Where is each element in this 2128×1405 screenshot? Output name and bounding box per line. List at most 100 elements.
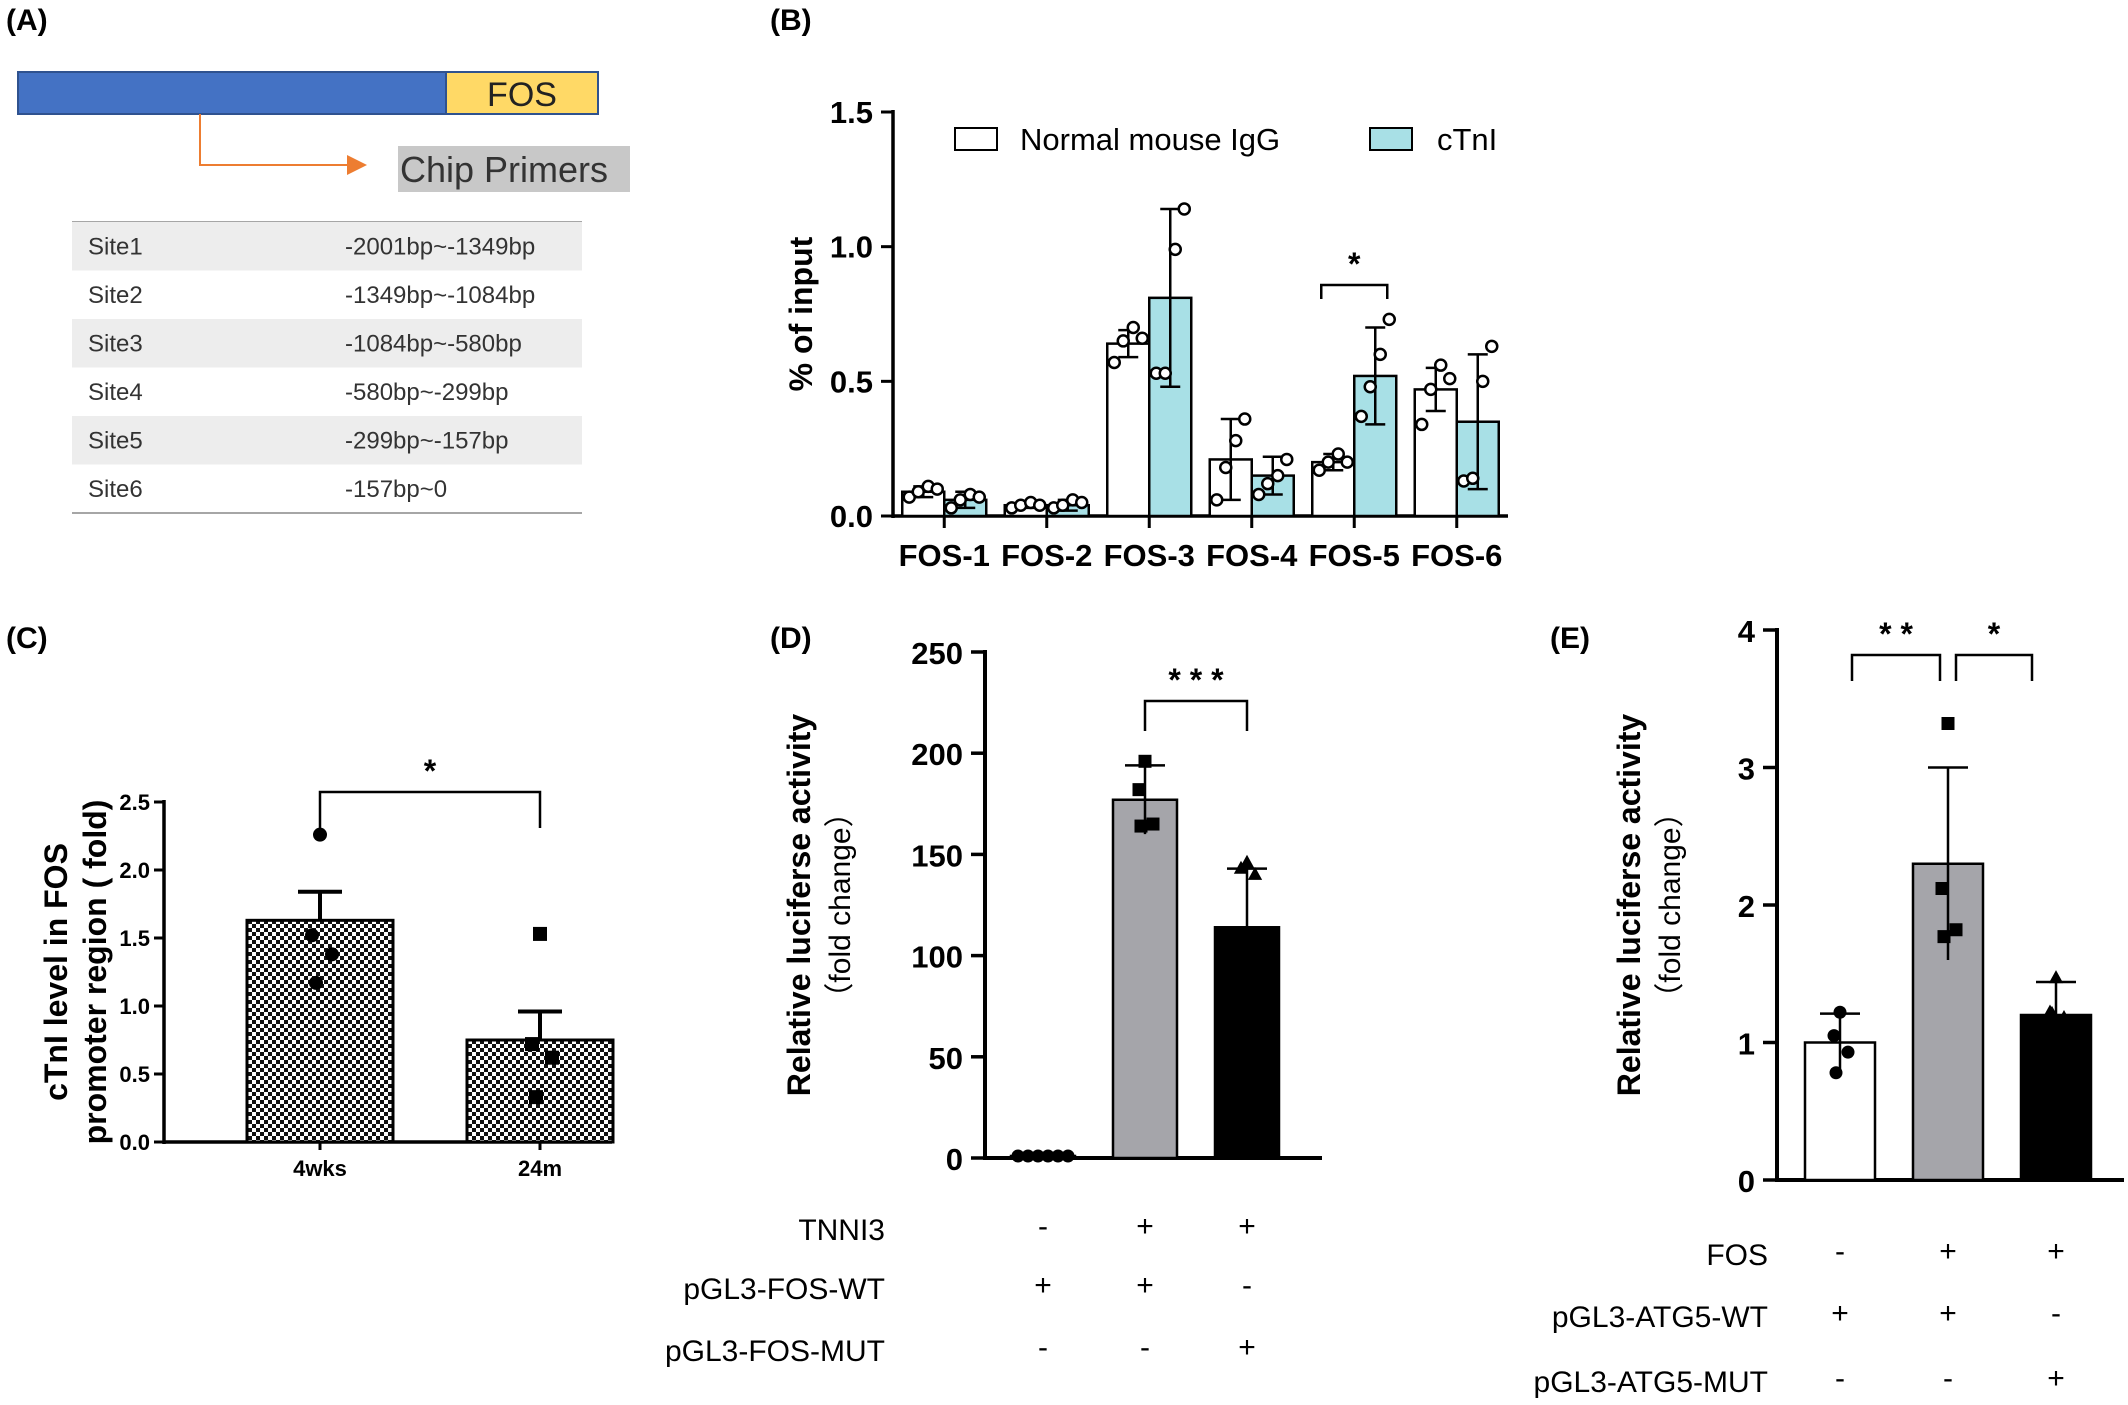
- data-point: [1075, 495, 1089, 510]
- condition-sign: +: [1831, 1297, 1849, 1330]
- data-point: [1116, 334, 1130, 348]
- y-tick-label: 0.0: [830, 499, 873, 534]
- data-point: [525, 1037, 539, 1052]
- panel-a-schematic: FOS Chip Primers Site1 -2001bp~-1349bpSit…: [17, 71, 630, 514]
- sig-e2-bracket: [1954, 653, 2034, 681]
- data-point: [1138, 754, 1152, 768]
- y-tick-label: 0: [946, 1142, 963, 1177]
- data-point: [533, 926, 547, 941]
- data-point: [930, 482, 944, 496]
- data-point: [1252, 487, 1266, 502]
- data-point: [325, 947, 339, 962]
- table-range-2: -1349bp~-1084bp: [345, 282, 535, 309]
- sig-b-label: *: [1348, 246, 1361, 282]
- condition-sign: -: [2051, 1297, 2061, 1330]
- primer-site-table: Site1 -2001bp~-1349bp Site2 -1349bp~-1084bp…: [72, 221, 582, 514]
- legend-label-igg: Normal mouse IgG: [1020, 122, 1280, 157]
- data-point: [1434, 358, 1448, 372]
- condition-sign: +: [1939, 1235, 1957, 1268]
- data-point: [1126, 320, 1140, 335]
- condition-sign: +: [1939, 1297, 1957, 1330]
- x-tick-label-FOS-2: FOS-2: [1001, 538, 1092, 573]
- y-axis-label-line2: （fold change）: [824, 797, 857, 1012]
- y-tick-label: 2.5: [119, 790, 150, 815]
- gene-bar: [445, 71, 599, 115]
- data-point: [1373, 347, 1387, 362]
- data-point: [1280, 452, 1294, 467]
- condition-sign: -: [1242, 1269, 1252, 1302]
- data-point: [1041, 1149, 1055, 1163]
- y-tick-label: 0: [1738, 1164, 1755, 1199]
- primer-arrow: [199, 114, 367, 175]
- panel-label-a: (A): [6, 4, 48, 37]
- data-point: [1021, 1149, 1035, 1163]
- y-axis-label-line1: Relative luciferse activity: [781, 714, 817, 1097]
- condition-label-TNNI3: TNNI3: [798, 1214, 885, 1247]
- condition-sign: +: [1136, 1269, 1154, 1302]
- panel-label-e: (E): [1550, 622, 1590, 655]
- x-tick-label-FOS-4: FOS-4: [1206, 538, 1298, 573]
- promoter-bar: [17, 71, 447, 115]
- x-tick-label-FOS-5: FOS-5: [1309, 538, 1400, 573]
- table-site-1: Site1: [88, 233, 143, 260]
- y-axis-label-line1: Relative luciferse activity: [1611, 714, 1647, 1097]
- sig-d-bracket: [1143, 699, 1249, 731]
- data-point: [1238, 412, 1252, 426]
- data-point: [1168, 242, 1182, 257]
- data-point: [529, 1090, 543, 1105]
- data-point: [313, 827, 327, 842]
- data-point: [2044, 1005, 2060, 1019]
- data-point: [1466, 471, 1480, 486]
- data-point: [1051, 1149, 1065, 1163]
- data-point: [1363, 379, 1377, 394]
- y-tick-label: 2.0: [119, 858, 150, 883]
- condition-sign: +: [2047, 1235, 2065, 1268]
- table-range-6: -157bp~0: [345, 476, 447, 503]
- data-point: [1107, 355, 1121, 370]
- y-tick-label: 2: [1738, 889, 1755, 924]
- data-point: [1443, 371, 1457, 386]
- condition-label-pGL3-FOS-MUT: pGL3-FOS-MUT: [665, 1335, 885, 1368]
- y-axis-label: % of input: [783, 236, 819, 391]
- condition-sign: +: [1238, 1210, 1256, 1243]
- data-point: [1415, 417, 1429, 432]
- data-point: [953, 493, 967, 507]
- condition-sign: +: [1238, 1331, 1256, 1364]
- data-point: [1135, 331, 1149, 345]
- chart-d: 0 50 100 150 200 250 Relative luciferse activi…: [665, 636, 1322, 1368]
- data-point: [1033, 498, 1047, 512]
- x-tick-label-FOS-6: FOS-6: [1411, 538, 1502, 573]
- chart-b: 0.0 0.5 1.0 1.5 % of input FOS-1 FOS-2 FOS-3 FOS…: [783, 95, 1508, 573]
- data-point: [972, 490, 986, 504]
- data-point: [1340, 455, 1354, 469]
- x-tick-label-24m: 24m: [518, 1156, 562, 1181]
- data-point: [1233, 860, 1249, 874]
- data-point: [1949, 923, 1963, 937]
- data-point: [1833, 1005, 1847, 1019]
- condition-sign: -: [1038, 1331, 1048, 1364]
- data-point: [1239, 854, 1255, 868]
- table-row-bg: [72, 416, 582, 465]
- sig-c-label: *: [424, 753, 437, 789]
- table-site-4: Site4: [88, 379, 143, 406]
- sig-d-label: * * *: [1168, 662, 1224, 698]
- y-tick-label: 0.5: [830, 364, 873, 399]
- data-point: [1031, 1149, 1045, 1163]
- y-tick-label: 0.5: [119, 1062, 150, 1087]
- sig-e1-label: * *: [1879, 616, 1913, 652]
- x-tick-label-FOS-1: FOS-1: [899, 538, 990, 573]
- table-site-3: Site3: [88, 330, 143, 357]
- data-point: [1312, 463, 1326, 477]
- bar-4wks: [245, 918, 395, 1144]
- data-point: [1158, 366, 1172, 381]
- y-axis-label-line1: cTnI level in FOS: [38, 843, 74, 1101]
- sig-e2-label: *: [1988, 616, 2001, 652]
- condition-sign: +: [1034, 1269, 1052, 1302]
- data-point: [1382, 312, 1396, 327]
- data-point: [1271, 468, 1285, 483]
- y-tick-label: 1.5: [119, 926, 150, 951]
- data-point: [1321, 455, 1335, 469]
- data-point: [305, 928, 319, 943]
- condition-sign: -: [1140, 1331, 1150, 1364]
